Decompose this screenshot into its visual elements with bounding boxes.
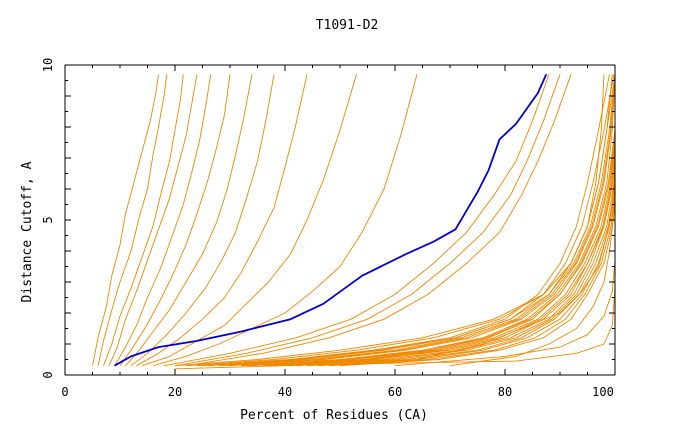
series-line: [130, 74, 275, 367]
series-line: [125, 74, 253, 366]
chart-title: T1091-D2: [316, 18, 379, 33]
series-line: [174, 74, 561, 367]
series-line: [339, 74, 616, 367]
x-axis-label: Percent of Residues (CA): [240, 408, 428, 423]
series-line: [92, 74, 159, 366]
x-tick-label: 60: [388, 385, 402, 399]
series-line: [136, 74, 308, 367]
series-line: [317, 74, 616, 367]
series-line: [246, 74, 616, 367]
x-tick-label: 0: [61, 385, 68, 399]
series-line: [224, 74, 616, 367]
series-line: [163, 74, 550, 367]
y-tick-label: 5: [41, 216, 55, 223]
series-line: [185, 74, 613, 367]
series-line: [114, 74, 212, 366]
series-line: [202, 74, 616, 367]
series-line: [284, 74, 616, 367]
y-tick-label: 0: [41, 371, 55, 378]
series-line: [328, 74, 616, 367]
highlight-layer: [114, 73, 548, 367]
x-tick-label: 40: [278, 385, 292, 399]
series-line: [108, 74, 198, 366]
series-line: [174, 74, 616, 370]
y-tick-label: 10: [41, 58, 55, 72]
y-axis-label: Distance Cutoff, A: [20, 161, 35, 302]
tick-layer: [64, 64, 616, 376]
series-line: [196, 74, 610, 367]
series-line: [229, 74, 616, 367]
series-line: [268, 74, 616, 367]
highlight-series-line: [114, 73, 548, 367]
series-line: [240, 74, 616, 367]
x-tick-label: 80: [498, 385, 512, 399]
series-line: [152, 74, 418, 367]
series-line: [185, 74, 572, 367]
series-line: [103, 74, 184, 366]
series-line: [207, 74, 615, 367]
series-line: [141, 74, 357, 367]
x-tick-label: 20: [168, 385, 182, 399]
series-line: [97, 74, 168, 366]
series-line: [273, 74, 616, 367]
x-tick-label: 100: [592, 385, 614, 399]
series-line: [119, 74, 231, 366]
series-line: [262, 74, 616, 367]
series-layer: [92, 74, 616, 370]
